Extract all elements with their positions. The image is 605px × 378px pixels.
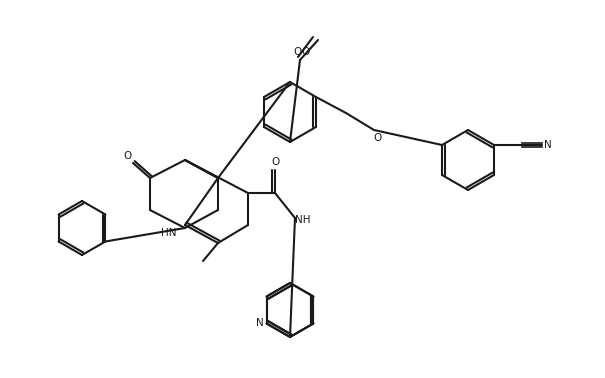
Text: O: O [294,47,302,57]
Text: N: N [256,319,264,328]
Text: N: N [544,140,552,150]
Text: O: O [301,47,309,57]
Text: NH: NH [295,215,311,225]
Text: O: O [271,157,279,167]
Text: O: O [124,151,132,161]
Text: HN: HN [162,228,177,238]
Text: O: O [373,133,381,143]
